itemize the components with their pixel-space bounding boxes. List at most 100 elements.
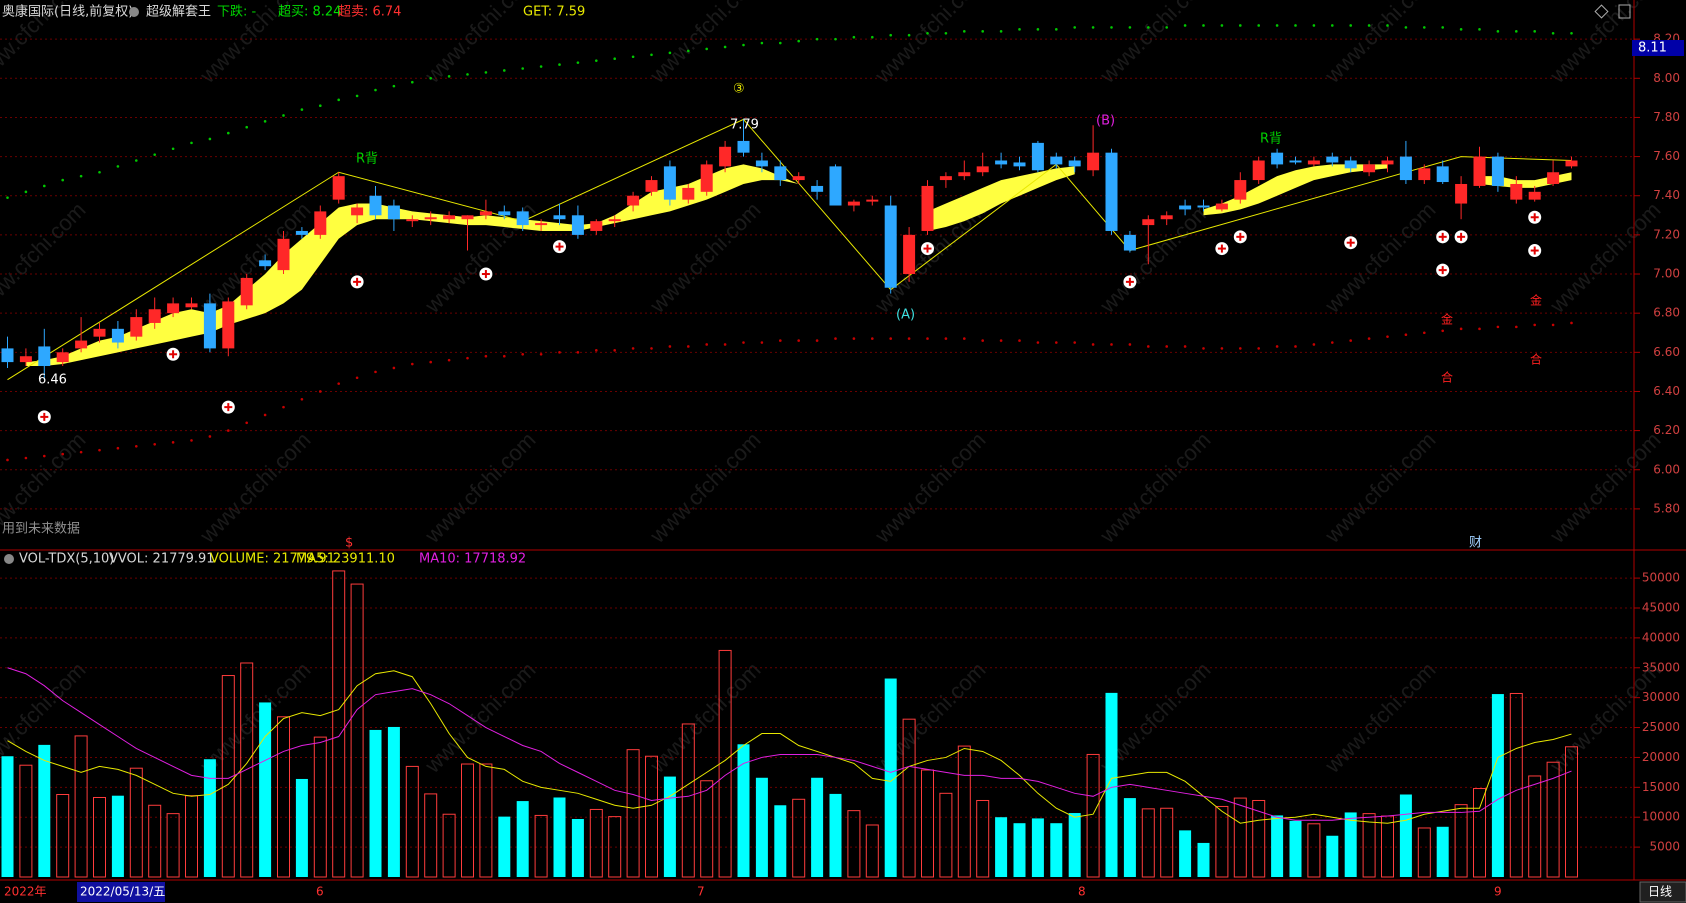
- candle-body: [1326, 156, 1339, 163]
- volume-bar: [884, 678, 897, 877]
- volume-bar: [1031, 818, 1044, 877]
- candle-body: [995, 160, 1008, 165]
- oversold-dot: [631, 347, 635, 350]
- oversold-dot: [1294, 345, 1297, 348]
- overbought-dot: [1294, 24, 1297, 27]
- oversold-dot: [484, 354, 488, 358]
- overbought-dot: [650, 53, 653, 57]
- volume-bar: [681, 723, 695, 878]
- overbought-dot: [1496, 30, 1500, 33]
- y-tick-label: 8.00: [1653, 71, 1680, 85]
- date-box: [77, 882, 165, 902]
- candle-body: [1031, 142, 1044, 171]
- oversold-dot: [981, 339, 984, 342]
- watermark: www.cfchi.com: [1094, 427, 1215, 548]
- volume-bar: [1252, 799, 1266, 878]
- indicator-icon[interactable]: [4, 554, 14, 564]
- volume-bar: [1436, 826, 1449, 877]
- candle-body: [498, 211, 511, 216]
- candle-body: [1473, 156, 1486, 186]
- volume-bar: [1473, 788, 1486, 878]
- y-tick-label: 50000: [1642, 571, 1680, 585]
- annotation: 合: [1530, 352, 1542, 367]
- volume-bar: [755, 777, 768, 877]
- volume-bar: [38, 744, 51, 877]
- watermark: www.cfchi.com: [1319, 427, 1440, 548]
- overbought-dot: [742, 43, 745, 47]
- overbought-dot: [1220, 24, 1224, 27]
- oversold-dot: [595, 349, 598, 352]
- overbought-dot: [392, 84, 396, 88]
- y-tick-label: 20000: [1642, 750, 1680, 764]
- price-tag-box: [1632, 40, 1684, 56]
- period-label[interactable]: 日线: [1648, 885, 1672, 899]
- marks: [1, 24, 1578, 878]
- overbought-dot: [135, 159, 138, 162]
- annotation: (B): [1096, 114, 1115, 129]
- volume-bar: [865, 824, 879, 878]
- overbought-dot: [411, 80, 414, 84]
- period-box[interactable]: [1639, 881, 1686, 903]
- candle-body: [737, 140, 750, 153]
- oversold-dot: [687, 345, 690, 348]
- window-button[interactable]: [1618, 4, 1631, 19]
- oversold-dot: [1533, 323, 1536, 327]
- oversold-dot: [1128, 343, 1132, 346]
- volume-bar: [792, 798, 806, 878]
- oversold-dot: [1331, 341, 1334, 344]
- volume-bar: [1509, 692, 1523, 878]
- candle-body: [1547, 172, 1560, 184]
- candle-body: [976, 166, 989, 173]
- candle-body: [56, 352, 69, 363]
- annotation: 用到未来数据: [2, 522, 80, 537]
- y-tick-label: 40000: [1642, 630, 1680, 644]
- x-label: 2022/05/13/五: [80, 885, 165, 899]
- candle-body: [1436, 166, 1449, 183]
- oversold-dot: [411, 362, 414, 366]
- volume-bar: [534, 814, 548, 878]
- volume-bar: [626, 749, 640, 878]
- oversold-dot: [503, 354, 506, 358]
- oversold-dot: [1147, 345, 1150, 348]
- oversold-dot: [815, 339, 819, 342]
- watermark: www.cfchi.com: [644, 0, 765, 88]
- overbought-dot: [1036, 28, 1040, 31]
- candle-body: [259, 260, 272, 267]
- candle-body: [443, 215, 456, 220]
- overbought-dot: [282, 114, 285, 117]
- candle-body: [75, 340, 88, 349]
- x-label: 7: [697, 885, 705, 899]
- oversold-dot: [576, 351, 580, 354]
- candle-body: [1179, 205, 1192, 210]
- overbought-dot: [337, 98, 341, 102]
- overbought-dot: [907, 33, 911, 37]
- overbought-dot: [779, 41, 782, 45]
- candle-body: [682, 187, 695, 200]
- watermark: www.cfchi.com: [1319, 657, 1440, 778]
- overbought-dot: [852, 35, 856, 39]
- oversold-dot: [355, 376, 359, 380]
- y-tick-label: 5.80: [1653, 501, 1680, 515]
- candle-body: [167, 303, 180, 314]
- overbought-dot: [1018, 28, 1021, 31]
- overbought-dot: [539, 65, 543, 68]
- candle-body: [277, 238, 290, 271]
- annotation: 合: [1441, 370, 1453, 385]
- volume-bar: [148, 804, 162, 878]
- volume-bar: [56, 794, 70, 878]
- oversold-dot: [742, 341, 745, 344]
- volume-bar: [1, 756, 14, 877]
- oversold-dot: [116, 446, 120, 450]
- candle-body: [627, 195, 640, 206]
- overbought-dot: [558, 63, 561, 66]
- candle-body: [590, 221, 603, 231]
- diamond-button[interactable]: [1594, 4, 1609, 19]
- overbought-dot: [687, 49, 690, 53]
- volume-bar: [350, 583, 364, 878]
- stat: MA10: 17718.92: [419, 552, 526, 567]
- overbought-dot: [871, 35, 874, 39]
- volume-bar: [811, 777, 824, 877]
- volume-bar: [221, 675, 235, 878]
- indicator-icon[interactable]: [129, 7, 139, 17]
- overbought-dot: [834, 37, 837, 41]
